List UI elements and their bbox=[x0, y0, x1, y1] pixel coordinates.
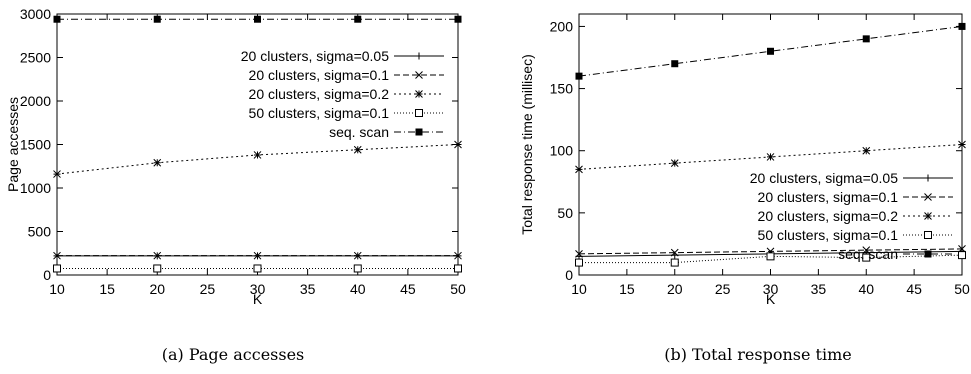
data-point bbox=[670, 159, 679, 167]
x-tick-label: 10 bbox=[49, 281, 65, 297]
y-tick-label: 3000 bbox=[20, 6, 51, 22]
y-tick-label: 0 bbox=[565, 267, 573, 283]
data-point bbox=[253, 151, 262, 159]
data-point bbox=[153, 251, 162, 260]
data-point bbox=[53, 251, 61, 260]
series-line bbox=[579, 254, 963, 264]
legend-label: 20 clusters, sigma=0.2 bbox=[758, 208, 899, 224]
legend-label: 20 clusters, sigma=0.1 bbox=[758, 189, 899, 205]
x-tick-label: 50 bbox=[450, 281, 466, 297]
y-tick-label: 2500 bbox=[20, 50, 51, 66]
figure-caption: (a) Page accesses bbox=[162, 345, 305, 364]
data-point bbox=[253, 251, 262, 260]
data-point bbox=[254, 15, 261, 23]
data-point bbox=[253, 264, 262, 273]
y-axis-label: Total response time (millisec) bbox=[519, 54, 535, 235]
y-tick-label: 50 bbox=[557, 205, 573, 221]
data-point bbox=[53, 15, 61, 23]
data-point bbox=[766, 252, 775, 261]
x-tick-label: 10 bbox=[571, 281, 587, 297]
y-tick-label: 200 bbox=[550, 18, 574, 34]
legend-label: seq. scan bbox=[838, 246, 898, 262]
data-point bbox=[670, 248, 679, 257]
x-tick-label: 15 bbox=[99, 281, 115, 297]
legend-marker bbox=[415, 90, 423, 98]
legend-label: 50 clusters, sigma=0.1 bbox=[249, 105, 390, 121]
x-tick-label: 35 bbox=[300, 281, 316, 297]
data-point bbox=[153, 158, 162, 167]
x-tick-label: 25 bbox=[715, 281, 731, 297]
data-point bbox=[454, 140, 462, 149]
data-point bbox=[766, 153, 775, 161]
data-point bbox=[767, 47, 774, 55]
legend-label: 50 clusters, sigma=0.1 bbox=[758, 227, 899, 243]
legend-label: 20 clusters, sigma=0.1 bbox=[249, 67, 390, 83]
legend-marker bbox=[924, 250, 932, 258]
legend-label: seq. scan bbox=[329, 124, 389, 140]
data-point bbox=[862, 35, 870, 43]
data-point bbox=[354, 15, 362, 23]
x-tick-label: 35 bbox=[811, 281, 827, 297]
data-point bbox=[153, 15, 161, 23]
y-tick-label: 150 bbox=[550, 81, 574, 97]
data-point bbox=[454, 264, 462, 273]
legend-label: 20 clusters, sigma=0.05 bbox=[750, 170, 898, 186]
y-tick-label: 100 bbox=[550, 143, 574, 159]
x-tick-label: 40 bbox=[858, 281, 874, 297]
x-tick-label: 30 bbox=[250, 281, 266, 297]
data-point bbox=[958, 251, 966, 260]
data-point bbox=[958, 22, 966, 30]
data-point bbox=[575, 250, 583, 258]
legend-label: 20 clusters, sigma=0.2 bbox=[249, 86, 390, 102]
legend-marker bbox=[924, 193, 932, 201]
x-axis-label: K bbox=[253, 291, 263, 307]
x-tick-label: 15 bbox=[619, 281, 635, 297]
x-axis-label: K bbox=[766, 291, 776, 307]
legend-marker bbox=[415, 109, 423, 117]
data-point bbox=[575, 258, 583, 267]
x-tick-label: 30 bbox=[763, 281, 779, 297]
y-tick-label: 1000 bbox=[20, 180, 51, 196]
figure-caption: (b) Total response time bbox=[664, 345, 852, 364]
data-point bbox=[958, 140, 966, 149]
y-tick-label: 2000 bbox=[20, 93, 51, 109]
legend-marker bbox=[415, 128, 423, 136]
y-axis-label: Page accesses bbox=[5, 97, 21, 192]
data-point bbox=[575, 72, 583, 80]
data-point bbox=[353, 251, 362, 260]
y-tick-label: 1500 bbox=[20, 137, 51, 153]
chart-total-response-time: 10 15 20 25 30 35 40 45 50 0 50 100 150 200 K Total res… bbox=[519, 13, 970, 364]
data-point bbox=[454, 15, 462, 23]
x-tick-label: 25 bbox=[200, 281, 216, 297]
x-tick-label: 20 bbox=[149, 281, 165, 297]
chart-page-accesses: 10 15 20 25 30 35 40 45 500500100015002000250030… bbox=[5, 6, 466, 364]
data-point bbox=[862, 253, 871, 262]
legend-marker bbox=[415, 52, 423, 60]
data-point bbox=[671, 60, 679, 68]
legend-marker bbox=[415, 71, 423, 79]
data-point bbox=[53, 170, 61, 178]
legend-marker bbox=[924, 212, 932, 220]
legend-marker bbox=[924, 231, 932, 239]
data-point bbox=[862, 146, 871, 155]
data-point bbox=[670, 258, 679, 267]
x-tick-label: 50 bbox=[954, 281, 970, 297]
data-point bbox=[454, 251, 462, 260]
y-tick-label: 500 bbox=[28, 224, 52, 240]
x-tick-label: 45 bbox=[906, 281, 922, 297]
legend-marker bbox=[924, 174, 932, 182]
x-tick-label: 20 bbox=[667, 281, 683, 297]
series-line bbox=[56, 144, 459, 175]
data-point bbox=[53, 264, 61, 273]
x-tick-label: 40 bbox=[350, 281, 366, 297]
x-tick-label: 45 bbox=[400, 281, 416, 297]
data-point bbox=[575, 165, 583, 174]
data-point bbox=[862, 246, 871, 254]
data-point bbox=[353, 145, 362, 154]
data-point bbox=[153, 264, 162, 273]
legend-label: 20 clusters, sigma=0.05 bbox=[241, 48, 389, 64]
y-tick-label: 0 bbox=[43, 267, 51, 283]
data-point bbox=[353, 264, 362, 273]
